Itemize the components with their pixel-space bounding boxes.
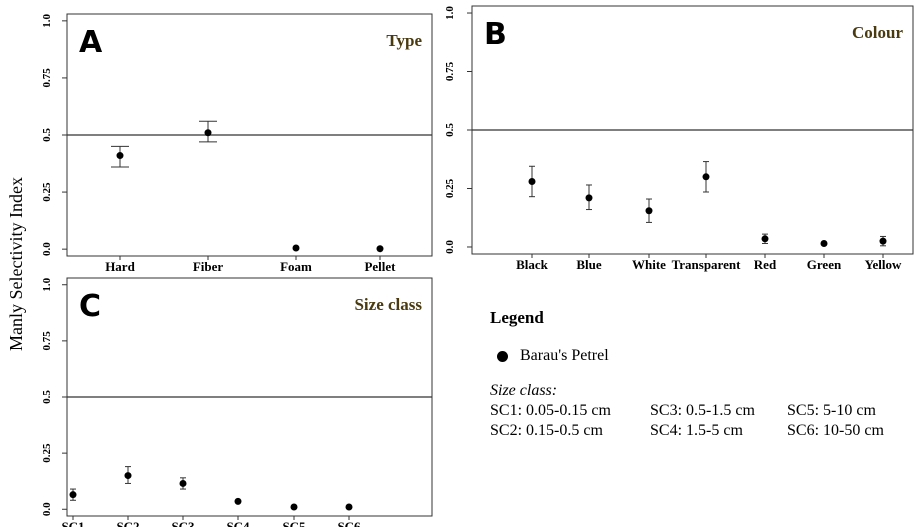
panel-a: 0.0 0.25 0.5 0.75 1.0 A Type Hard Fiber Foam Pelle…: [41, 13, 433, 274]
y-tick-label: 0.0: [41, 502, 53, 516]
panel-letter: A: [79, 25, 103, 60]
data-point: [124, 472, 132, 480]
x-tick-label: Pellet: [364, 259, 396, 274]
x-tick-label: Green: [807, 257, 842, 272]
y-tick-label: 0.5: [444, 123, 456, 137]
y-tick-label: 0.0: [444, 240, 456, 254]
x-tick-label: Foam: [280, 259, 312, 274]
legend: Legend Barau's Petrel Size class: SC1: 0…: [490, 308, 910, 440]
size-class-sc1: SC1: 0.05-0.15 cm: [490, 402, 611, 419]
data-point: [292, 244, 300, 252]
y-tick-label: 0.25: [444, 178, 456, 198]
x-tick-label: SC3: [171, 519, 195, 527]
size-class-sc2: SC2: 0.15-0.5 cm: [490, 422, 603, 439]
size-class-sc6: SC6: 10-50 cm: [787, 422, 884, 439]
size-class-title: Size class:: [490, 382, 558, 399]
x-tick-label: Transparent: [672, 257, 742, 272]
y-tick-label: 0.0: [41, 242, 53, 256]
panel-title: Size class: [354, 295, 422, 314]
y-tick-label: 0.75: [444, 61, 456, 81]
data-point: [290, 503, 298, 511]
x-tick-label: Hard: [105, 259, 135, 274]
x-tick-label: Fiber: [193, 259, 224, 274]
data-point: [204, 129, 212, 137]
x-tick-label: Yellow: [865, 257, 902, 272]
y-tick-label: 0.25: [41, 182, 53, 202]
y-tick-label: 0.75: [41, 331, 53, 351]
data-point: [585, 194, 593, 202]
legend-marker-icon: [497, 350, 508, 362]
y-tick-label: 0.5: [41, 128, 53, 142]
y-axis-label: Manly Selectivity Index: [6, 177, 26, 351]
panel-title: Type: [386, 31, 422, 50]
panel-c: 0.0 0.25 0.5 0.75 1.0 C Size class SC1 SC2 SC3 SC4…: [41, 277, 433, 527]
y-tick-label: 1.0: [444, 6, 456, 20]
data-point: [820, 239, 828, 247]
data-point: [345, 503, 353, 511]
x-tick-label: SC6: [337, 519, 361, 527]
x-tick-label: Blue: [576, 257, 602, 272]
legend-item-label: Barau's Petrel: [520, 347, 609, 364]
data-point: [116, 152, 124, 160]
x-tick-label: Red: [754, 257, 777, 272]
size-class-grid: SC1: 0.05-0.15 cm SC3: 0.5-1.5 cm SC5: 5…: [490, 402, 910, 440]
data-point: [702, 173, 710, 181]
x-tick-label: White: [632, 257, 666, 272]
data-point: [234, 497, 242, 505]
data-point: [879, 237, 887, 245]
y-tick-label: 1.0: [41, 13, 53, 27]
data-point: [179, 479, 187, 487]
panel-letter: B: [484, 17, 507, 52]
size-class-sc4: SC4: 1.5-5 cm: [650, 422, 743, 439]
y-tick-label: 0.75: [41, 68, 53, 88]
x-tick-label: SC4: [226, 519, 250, 527]
y-tick-label: 0.25: [41, 443, 53, 463]
x-tick-label: SC1: [61, 519, 84, 527]
legend-title: Legend: [490, 308, 544, 327]
data-point: [645, 207, 653, 215]
x-tick-label: SC5: [282, 519, 306, 527]
y-tick-label: 0.5: [41, 390, 53, 404]
data-point: [528, 177, 536, 185]
legend-item-barau: Barau's Petrel: [490, 346, 910, 366]
data-point: [69, 491, 77, 499]
data-point: [761, 235, 769, 243]
x-tick-label: Black: [516, 257, 549, 272]
data-point: [376, 245, 384, 253]
panel-b: 0.0 0.25 0.5 0.75 1.0 B Colour Black Blue White Tr…: [444, 5, 914, 272]
size-class-sc3: SC3: 0.5-1.5 cm: [650, 402, 755, 419]
x-tick-label: SC2: [116, 519, 139, 527]
y-tick-label: 1.0: [41, 277, 53, 291]
panel-title: Colour: [852, 23, 903, 42]
panel-letter: C: [79, 289, 101, 324]
size-class-sc5: SC5: 5-10 cm: [787, 402, 876, 419]
